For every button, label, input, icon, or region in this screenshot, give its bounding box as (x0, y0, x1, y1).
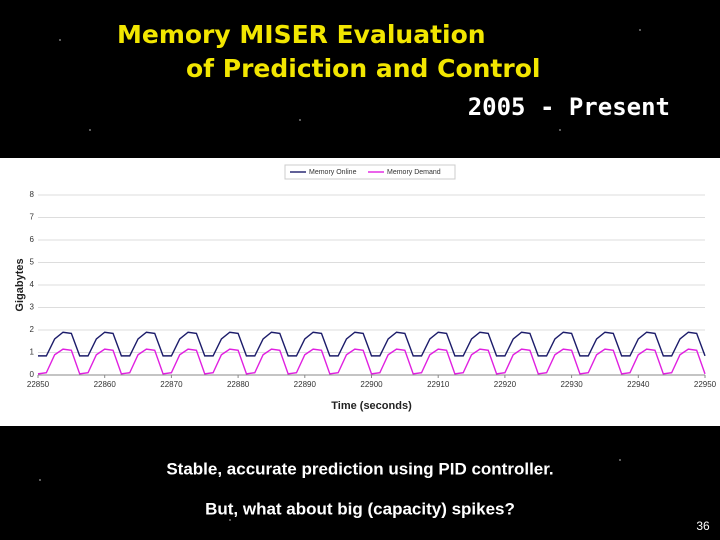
bullet: But, what about big (capacity) spikes? (205, 499, 515, 518)
y-tick-label: 6 (30, 235, 35, 244)
x-tick-label: 22920 (494, 380, 517, 389)
x-tick-label: 22940 (627, 380, 650, 389)
legend: Memory Online Memory Demand (284, 164, 456, 180)
legend-label: Memory Online (309, 169, 357, 176)
x-tick-label: 22910 (427, 380, 450, 389)
y-tick-label: 1 (30, 348, 35, 357)
chart: 0 1 2 3 4 5 6 7 8 22850 22860 22870 22880 22890 22900 2… (14, 164, 717, 412)
title-line: Memory MISER Evaluation (117, 20, 486, 49)
x-tick-label: 22880 (227, 380, 250, 389)
chart-panel (0, 158, 720, 426)
period: 2005 - Present (468, 93, 670, 121)
series-line (37, 348, 706, 375)
page-number: 36 (696, 519, 710, 533)
stars (39, 29, 641, 521)
x-axis-label: Time (seconds) (331, 400, 412, 412)
y-tick-label: 8 (30, 190, 35, 199)
y-tick-label: 0 (30, 370, 35, 379)
legend-label: Memory Demand (387, 169, 441, 176)
x-tick-label: 22950 (694, 380, 717, 389)
y-tick-label: 3 (30, 303, 35, 312)
x-tick-label: 22850 (27, 380, 50, 389)
x-tick-label: 22900 (360, 380, 383, 389)
x-tick-label: 22860 (94, 380, 117, 389)
x-tick-label: 22890 (294, 380, 317, 389)
title-line: of Prediction and Control (186, 54, 540, 83)
y-tick-label: 7 (30, 213, 35, 222)
y-tick-label: 5 (30, 258, 35, 267)
y-axis-label: Gigabytes (14, 258, 26, 311)
x-tick-label: 22870 (160, 380, 183, 389)
y-tick-label: 2 (30, 325, 35, 334)
bullet: Stable, accurate prediction using PID co… (166, 459, 553, 478)
y-tick-label: 4 (30, 280, 35, 289)
series-line (38, 331, 706, 357)
x-tick-label: 22930 (560, 380, 583, 389)
